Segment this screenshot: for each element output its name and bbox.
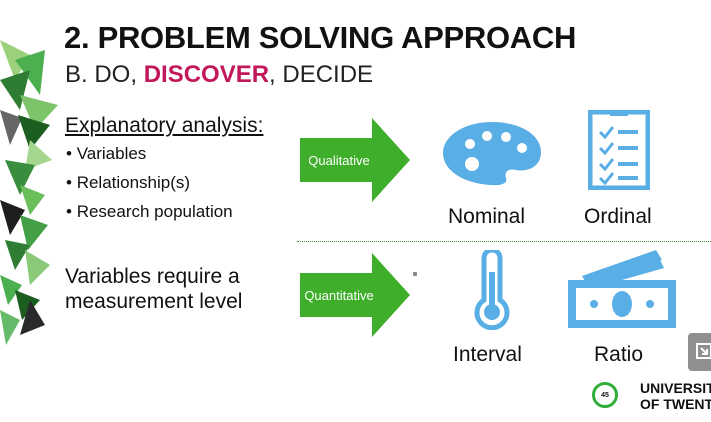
level-interval: Interval — [453, 343, 522, 366]
section-divider — [297, 241, 711, 242]
quantitative-arrow: Quantitative — [300, 253, 410, 337]
university-logo-text: UNIVERSIT OF TWENT — [640, 380, 711, 412]
level-ratio: Ratio — [594, 343, 644, 366]
level-ordinal: Ordinal — [584, 205, 652, 228]
palette-icon — [443, 122, 541, 186]
subtitle-highlight: DISCOVER — [143, 61, 270, 88]
thermometer-icon — [474, 250, 510, 330]
subtitle-part2: , DECIDE — [269, 61, 374, 88]
logo-line: OF TWENT — [640, 396, 711, 412]
qualitative-arrow: Qualitative — [300, 118, 410, 202]
bullet-item: Research population — [66, 202, 233, 231]
qualitative-label: Qualitative — [308, 152, 370, 168]
bullet-item: Variables — [66, 144, 233, 173]
bullet-list: Variables Relationship(s) Research popul… — [66, 144, 233, 231]
checklist-icon — [588, 110, 650, 190]
requirement-line: measurement level — [65, 290, 243, 313]
decorative-polygon-strip — [0, 40, 58, 345]
exit-icon — [696, 343, 711, 359]
quantitative-label: Quantitative — [304, 287, 374, 303]
mouse-cursor — [413, 272, 417, 276]
university-logo-badge: 45 — [592, 382, 618, 408]
requirement-text: Variables require a measurement level — [65, 264, 242, 314]
slide-title: 2. PROBLEM SOLVING APPROACH — [64, 20, 577, 55]
bullet-item: Relationship(s) — [66, 173, 233, 202]
money-icon — [568, 250, 676, 328]
requirement-line: Variables require a — [65, 265, 240, 288]
exit-fullscreen-button[interactable] — [688, 333, 711, 371]
explanatory-heading: Explanatory analysis: — [65, 114, 264, 137]
subtitle-part1: B. DO, — [65, 61, 144, 88]
logo-line: UNIVERSIT — [640, 380, 711, 396]
level-nominal: Nominal — [448, 205, 526, 228]
slide-subtitle: B. DO, DISCOVER, DECIDE — [65, 61, 373, 89]
